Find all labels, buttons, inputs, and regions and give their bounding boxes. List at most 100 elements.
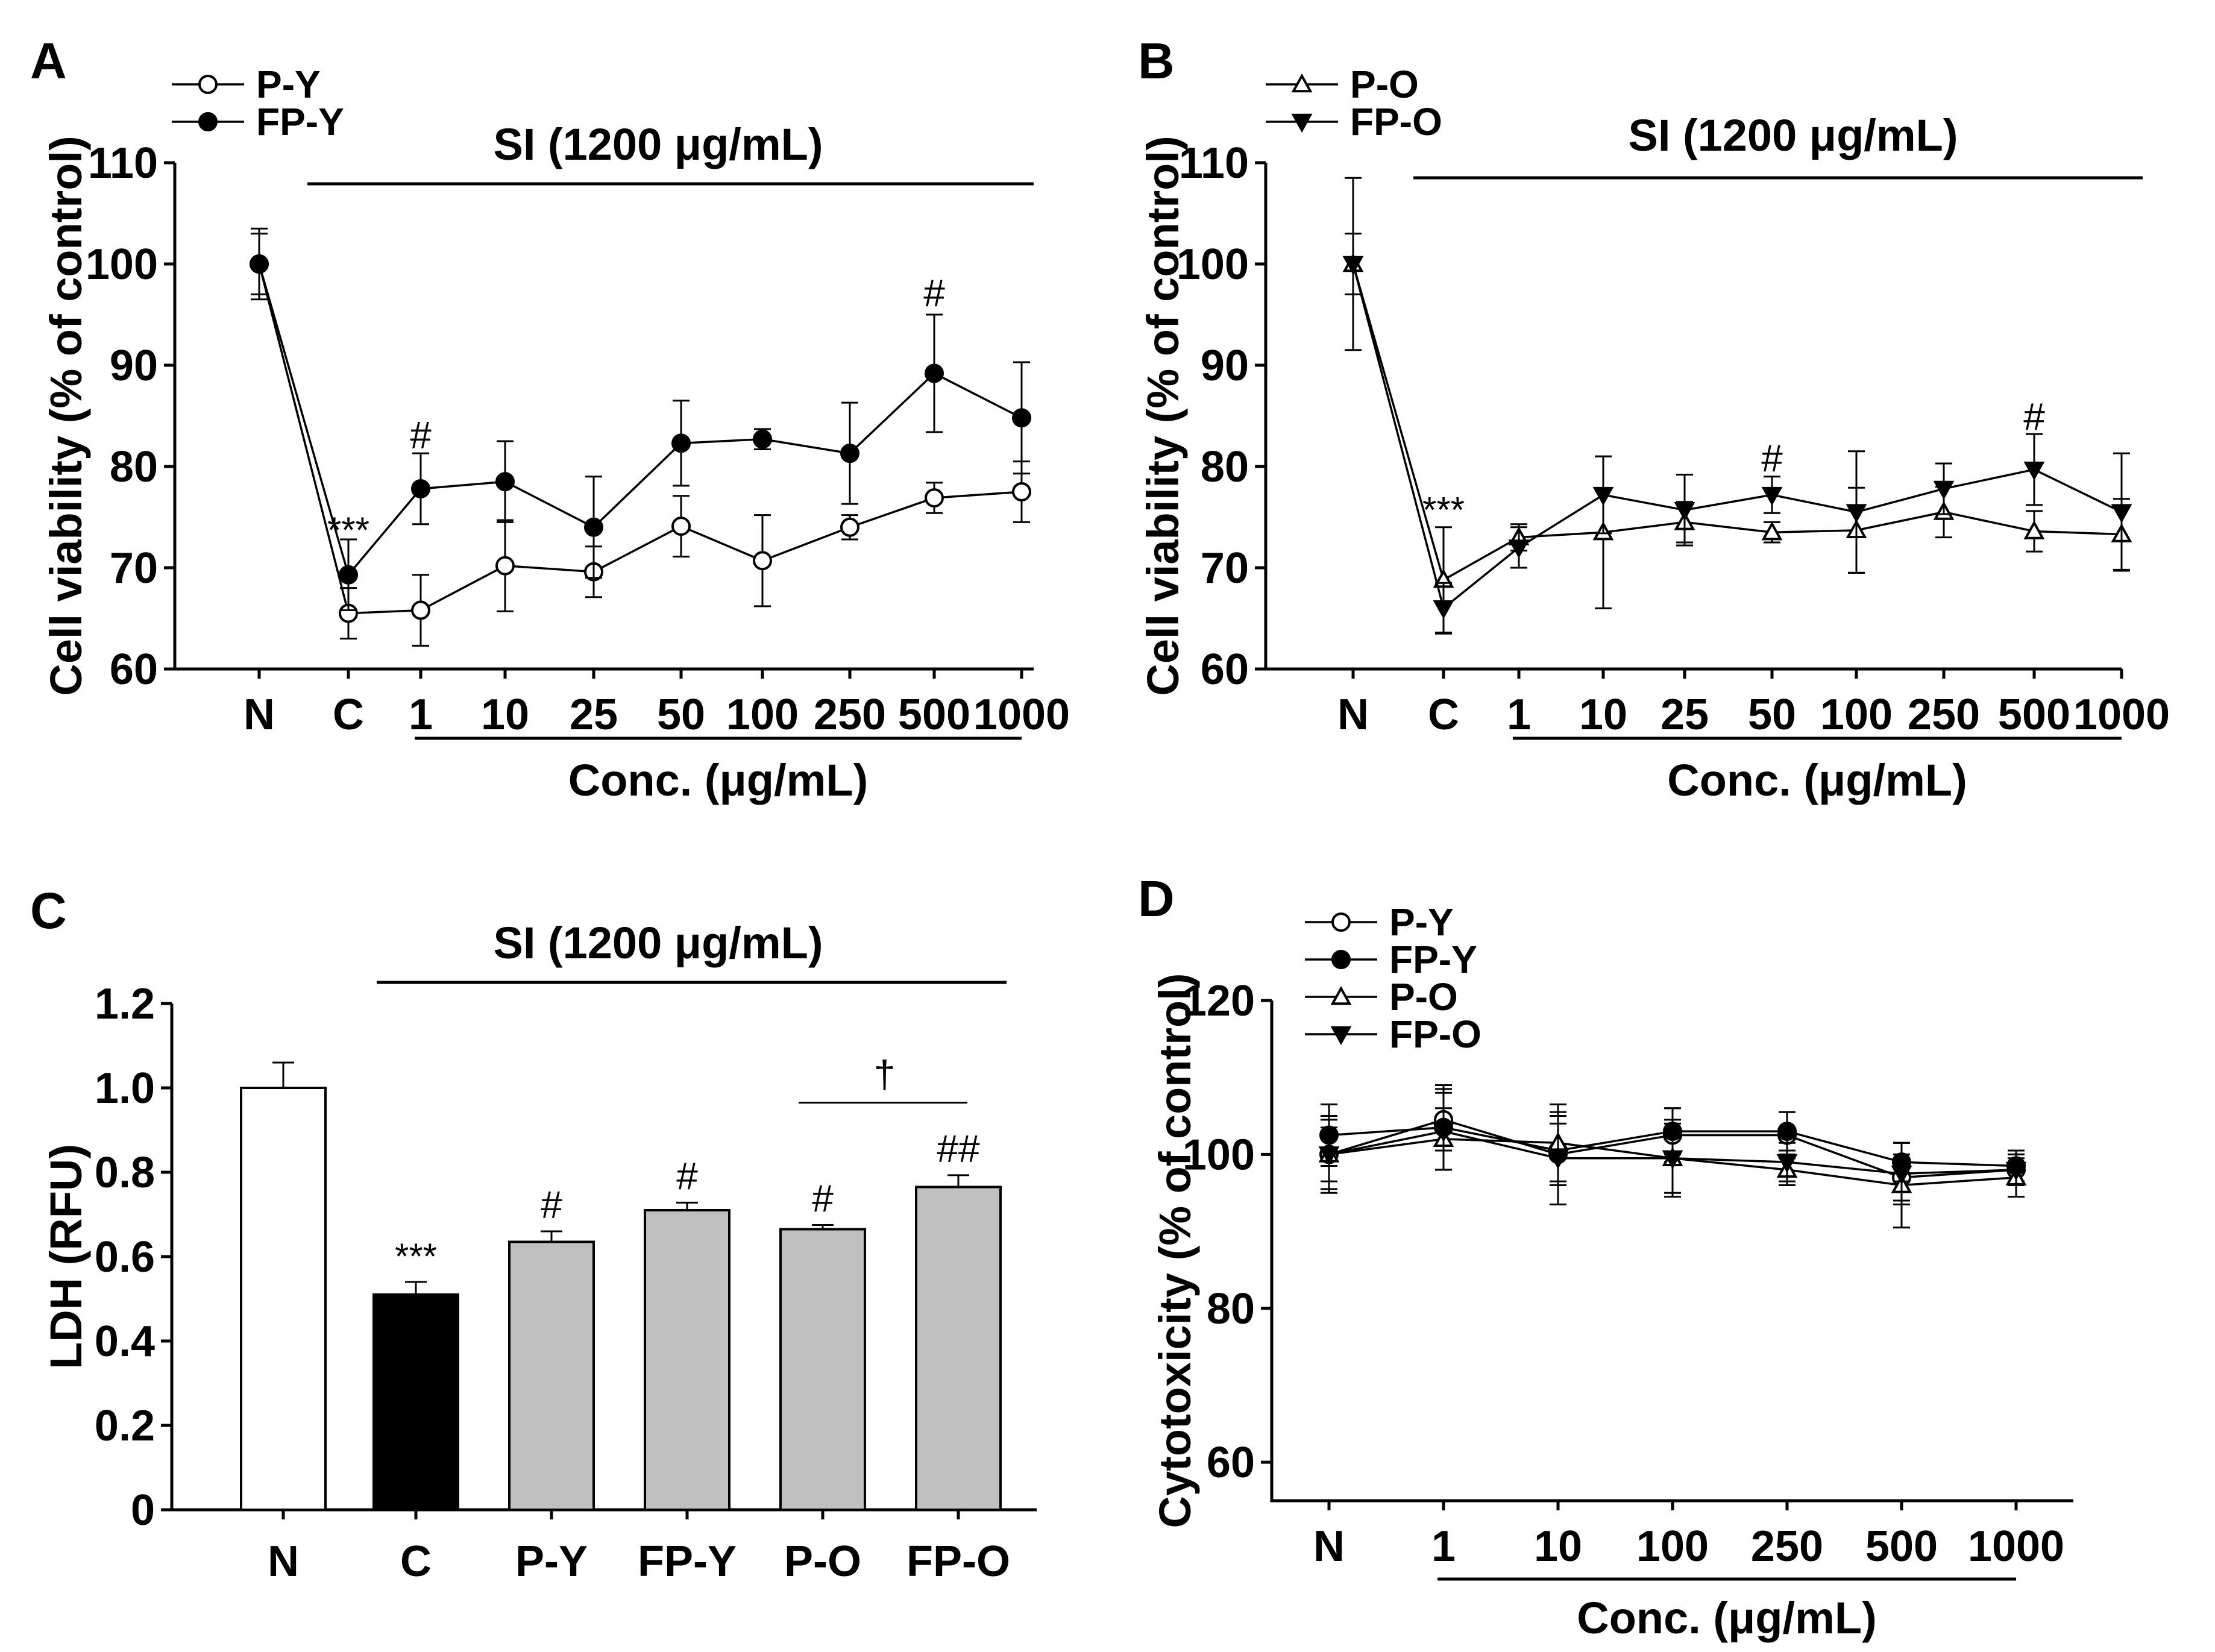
legend-label: FP-O — [1389, 1013, 1481, 1056]
legend-marker — [1330, 1026, 1352, 1046]
data-point — [1592, 486, 1614, 506]
significance-mark: # — [1761, 436, 1783, 480]
series-p-o — [1342, 177, 2132, 634]
error-bar — [541, 1230, 562, 1242]
y-tick-label: 80 — [1201, 443, 1249, 491]
significance-mark: *** — [395, 1236, 437, 1277]
legend-marker — [1291, 73, 1313, 93]
y-axis-title: Cell viability (% of control) — [41, 136, 91, 696]
legend-label: P-O — [1350, 63, 1419, 106]
data-point — [1508, 539, 1530, 559]
panel-letter: B — [1138, 33, 1175, 89]
y-axis-title: LDH (RFU) — [41, 1144, 91, 1369]
y-tick-label: 110 — [88, 139, 158, 187]
data-point — [925, 488, 944, 508]
error-bar — [405, 1281, 427, 1295]
x-tick-label: 25 — [570, 691, 618, 739]
bar — [372, 1293, 459, 1511]
series-fp-o — [1342, 233, 2132, 635]
legend-marker — [1331, 912, 1351, 932]
data-point — [1547, 1150, 1569, 1169]
error-bar — [947, 1174, 969, 1187]
y-tick-label: 60 — [110, 645, 158, 694]
legend-label: FP-Y — [256, 100, 344, 143]
treatment-label: SI (1200 μg/mL) — [494, 918, 823, 968]
x-axis-title: Conc. (μg/mL) — [568, 755, 868, 805]
data-point — [1012, 408, 1031, 428]
x-tick-label: 10 — [1534, 1522, 1582, 1571]
error-bar — [676, 1201, 698, 1210]
x-tick-label: 10 — [481, 691, 529, 739]
series-p-y — [250, 233, 1031, 647]
x-tick-label: C — [400, 1537, 432, 1586]
data-point — [2111, 504, 2132, 523]
legend-marker — [1331, 950, 1351, 969]
bar-n — [240, 1061, 327, 1511]
treatment-label: SI (1200 μg/mL) — [494, 119, 823, 169]
y-tick-label: 60 — [1207, 1439, 1255, 1487]
x-tick-label: 500 — [1998, 691, 2070, 739]
panel-c: C 0 0.2 0.4 0.6 0.8 1.0 1.2 LDH (RFU) N C P-Y FP-Y P-… — [30, 882, 1037, 1586]
x-tick-label: P-Y — [515, 1537, 588, 1586]
data-point — [495, 472, 515, 492]
legend: P-YFP-YP-OFP-O — [1305, 900, 1481, 1056]
data-point — [671, 517, 691, 536]
x-tick-label: 250 — [1751, 1522, 1823, 1571]
y-tick-label: 100 — [1183, 1131, 1255, 1179]
significance-mark: ## — [937, 1127, 980, 1170]
y-tick-label: 1.0 — [95, 1064, 155, 1113]
legend-marker — [198, 112, 218, 131]
y-tick-label: 60 — [1201, 645, 1249, 694]
data-point — [1012, 482, 1031, 501]
legend-marker — [198, 75, 218, 94]
y-tick-label: 120 — [1183, 977, 1255, 1025]
x-tick-label: FP-Y — [638, 1537, 737, 1586]
data-point — [411, 600, 430, 620]
x-tick-label: 50 — [1748, 691, 1796, 739]
y-tick-label: 90 — [110, 342, 158, 390]
data-point — [339, 565, 358, 585]
significance-mark: *** — [327, 510, 369, 550]
treatment-label: SI (1200 μg/mL) — [1629, 110, 1958, 160]
x-tick-label: 10 — [1579, 691, 1627, 739]
axes — [1264, 163, 2122, 671]
data-point — [1433, 1123, 1454, 1143]
data-point — [925, 363, 944, 383]
data-point — [1933, 480, 1955, 500]
legend-item-p-y: P-Y — [1305, 900, 1454, 944]
legend-label: FP-Y — [1389, 938, 1477, 981]
data-point — [1776, 1154, 1798, 1173]
data-point — [1846, 504, 1867, 523]
x-tick-label: 1000 — [1968, 1522, 2064, 1571]
series-fp-y — [250, 227, 1031, 612]
y-tick-label: 80 — [110, 443, 158, 491]
x-tick-label: 1000 — [2073, 691, 2170, 739]
x-tick-label: N — [268, 1537, 299, 1586]
y-axis-title: Cytotoxicity (% of control) — [1150, 973, 1200, 1528]
legend-item-p-y: P-Y — [172, 63, 321, 106]
legend-item-p-o: P-O — [1266, 63, 1419, 106]
y-tick-label: 80 — [1207, 1285, 1255, 1333]
y-tick-label: 100 — [86, 240, 158, 289]
axes — [1270, 1000, 2073, 1503]
x-tick-label: 100 — [726, 691, 799, 739]
significance-mark: # — [410, 413, 432, 457]
y-tick-label: 70 — [110, 544, 158, 592]
y-tick-label: 0.6 — [95, 1233, 155, 1281]
legend-marker — [1330, 985, 1352, 1005]
x-tick-label: N — [1337, 691, 1369, 739]
bar — [779, 1228, 866, 1511]
x-tick-label: 500 — [898, 691, 970, 739]
y-tick-label: 1.2 — [95, 980, 155, 1028]
significance-mark: # — [676, 1154, 698, 1198]
x-tick-label: 1000 — [973, 691, 1070, 739]
x-tick-label: 250 — [814, 691, 886, 739]
y-tick-label: 0.8 — [95, 1149, 155, 1197]
error-bar — [272, 1061, 294, 1088]
legend-item-fp-o: FP-O — [1266, 100, 1442, 143]
legend-label: P-Y — [1389, 900, 1454, 944]
dagger-mark: † — [874, 1053, 896, 1096]
legend-item-fp-y: FP-Y — [1305, 938, 1477, 981]
x-tick-label: FP-O — [906, 1537, 1010, 1586]
